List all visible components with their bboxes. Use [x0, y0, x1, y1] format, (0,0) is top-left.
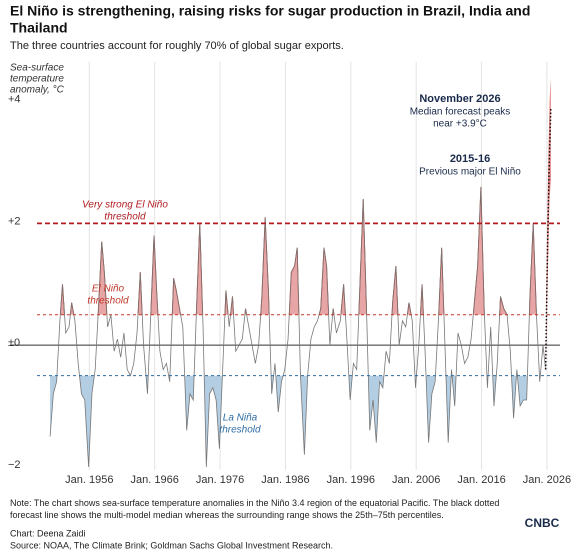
- x-tick-label: Jan. 1956: [65, 474, 113, 486]
- annotation-text: near +3.9°C: [433, 119, 487, 130]
- la-nina-fill: [50, 375, 546, 467]
- threshold-label: El Niño: [92, 284, 125, 295]
- x-tick-label: Jan. 1976: [196, 474, 244, 486]
- note: Note: The chart shows sea-surface temper…: [10, 498, 500, 520]
- source: Source: NOAA, The Climate Brink; Goldman…: [10, 540, 333, 550]
- chart-subtitle: The three countries account for roughly …: [10, 40, 344, 52]
- forecast-range: [545, 77, 551, 370]
- y-axis-title: Sea-surface: [10, 63, 64, 74]
- y-tick-label: +4: [8, 93, 21, 105]
- forecast-median: [544, 107, 552, 370]
- line: [49, 186, 547, 467]
- logo: CNBC: [525, 516, 560, 530]
- threshold-label: threshold: [219, 425, 261, 436]
- threshold-label: La Niña: [223, 413, 258, 424]
- chart-title: Thailand: [10, 20, 68, 36]
- line-red-part: [59, 186, 537, 315]
- annotation-title: 2015-16: [450, 153, 490, 165]
- threshold-label: threshold: [87, 296, 129, 307]
- x-tick-label: Jan. 1986: [261, 474, 309, 486]
- chart-title: El Niño is strengthening, raising risks …: [10, 3, 530, 19]
- annotation-text: Median forecast peaks: [410, 107, 511, 118]
- x-tick-label: Jan. 2006: [392, 474, 440, 486]
- y-tick-label: ±0: [8, 337, 20, 349]
- y-tick-label: −2: [8, 459, 21, 471]
- x-tick-label: Jan. 1996: [327, 474, 375, 486]
- y-tick-label: +2: [8, 215, 21, 227]
- threshold-label: threshold: [104, 212, 146, 223]
- x-tick-label: Jan. 1966: [131, 474, 179, 486]
- x-tick-label: Jan. 2026: [523, 474, 571, 486]
- y-axis-title: anomaly, °C: [10, 85, 65, 96]
- annotation-text: Previous major El Niño: [419, 167, 521, 178]
- y-axis-title: temperature: [10, 74, 64, 85]
- credit: Chart: Deena Zaidi: [10, 528, 86, 538]
- el-nino-fill: [50, 186, 546, 315]
- x-tick-label: Jan. 2016: [457, 474, 505, 486]
- threshold-label: Very strong El Niño: [82, 200, 168, 211]
- note-box: Note: The chart shows sea-surface temper…: [10, 498, 500, 520]
- annotation-title: November 2026: [419, 93, 500, 105]
